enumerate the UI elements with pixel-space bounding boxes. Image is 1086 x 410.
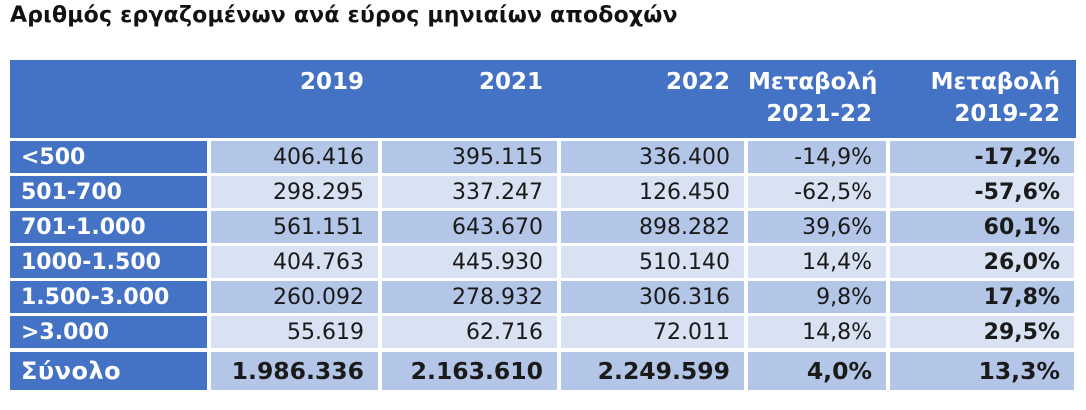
table-total-row: Σύνολο 1.986.336 2.163.610 2.249.599 4,0… — [10, 352, 1076, 390]
change-2021-22: 39,6% — [748, 211, 886, 243]
change-2019-22: 60,1% — [890, 211, 1074, 243]
table-row: <500 406.416 395.115 336.400 -14,9% -17,… — [10, 141, 1076, 173]
value-2021: 62.716 — [382, 316, 557, 348]
value-2021: 445.930 — [382, 246, 557, 278]
value-2021: 278.932 — [382, 281, 557, 313]
change-2019-22: -17,2% — [890, 141, 1074, 173]
row-label: <500 — [10, 141, 207, 173]
value-2021: 395.115 — [382, 141, 557, 173]
change-2019-22: -57,6% — [890, 176, 1074, 208]
value-2022: 126.450 — [561, 176, 744, 208]
row-label: 1000-1.500 — [10, 246, 207, 278]
value-2019: 406.416 — [211, 141, 378, 173]
total-label: Σύνολο — [10, 352, 207, 390]
row-label: 1.500-3.000 — [10, 281, 207, 313]
value-2022: 336.400 — [561, 141, 744, 173]
header-cell-2019: 2019 — [299, 69, 364, 95]
value-2021: 643.670 — [382, 211, 557, 243]
value-2022: 898.282 — [561, 211, 744, 243]
row-label: 501-700 — [10, 176, 207, 208]
header-cell-change-2021-22: Μεταβολή 2021-22 — [748, 60, 886, 130]
change-2021-22: -14,9% — [748, 141, 886, 173]
header-cell-2022: 2022 — [665, 69, 730, 95]
header-change-2021-22-line2: 2021-22 — [766, 100, 872, 127]
table-row: 1000-1.500 404.763 445.930 510.140 14,4%… — [10, 246, 1076, 278]
table-row: 1.500-3.000 260.092 278.932 306.316 9,8%… — [10, 281, 1076, 313]
total-2022: 2.249.599 — [561, 352, 744, 390]
table-row: 501-700 298.295 337.247 126.450 -62,5% -… — [10, 176, 1076, 208]
total-change-2021-22: 4,0% — [748, 352, 886, 390]
value-2021: 337.247 — [382, 176, 557, 208]
total-change-2019-22: 13,3% — [890, 352, 1074, 390]
row-label: >3.000 — [10, 316, 207, 348]
value-2022: 510.140 — [561, 246, 744, 278]
value-2022: 72.011 — [561, 316, 744, 348]
value-2019: 298.295 — [211, 176, 378, 208]
header-cell-change-2019-22: Μεταβολή 2019-22 — [890, 60, 1074, 130]
table-row: 701-1.000 561.151 643.670 898.282 39,6% … — [10, 211, 1076, 243]
row-label: 701-1.000 — [10, 211, 207, 243]
header-cell-2021: 2021 — [478, 69, 543, 95]
total-2019: 1.986.336 — [211, 352, 378, 390]
table-header-row: 2019 2021 2022 Μεταβολή 2021-22 Μεταβολή… — [10, 60, 1076, 138]
change-2021-22: -62,5% — [748, 176, 886, 208]
employees-table: 2019 2021 2022 Μεταβολή 2021-22 Μεταβολή… — [10, 60, 1076, 390]
page-title: Αριθμός εργαζομένων ανά εύρος μηνιαίων α… — [10, 3, 678, 28]
value-2019: 404.763 — [211, 246, 378, 278]
change-2021-22: 14,4% — [748, 246, 886, 278]
total-2021: 2.163.610 — [382, 352, 557, 390]
header-cell-label — [10, 60, 207, 67]
header-change-2019-22-line1: Μεταβολή — [930, 69, 1060, 95]
header-change-2019-22-line2: 2019-22 — [954, 100, 1060, 127]
change-2021-22: 14,8% — [748, 316, 886, 348]
value-2019: 561.151 — [211, 211, 378, 243]
value-2019: 260.092 — [211, 281, 378, 313]
change-2019-22: 17,8% — [890, 281, 1074, 313]
change-2019-22: 26,0% — [890, 246, 1074, 278]
header-change-2021-22-line1: Μεταβολή — [748, 69, 878, 95]
table-row: >3.000 55.619 62.716 72.011 14,8% 29,5% — [10, 316, 1076, 348]
change-2019-22: 29,5% — [890, 316, 1074, 348]
change-2021-22: 9,8% — [748, 281, 886, 313]
value-2019: 55.619 — [211, 316, 378, 348]
value-2022: 306.316 — [561, 281, 744, 313]
